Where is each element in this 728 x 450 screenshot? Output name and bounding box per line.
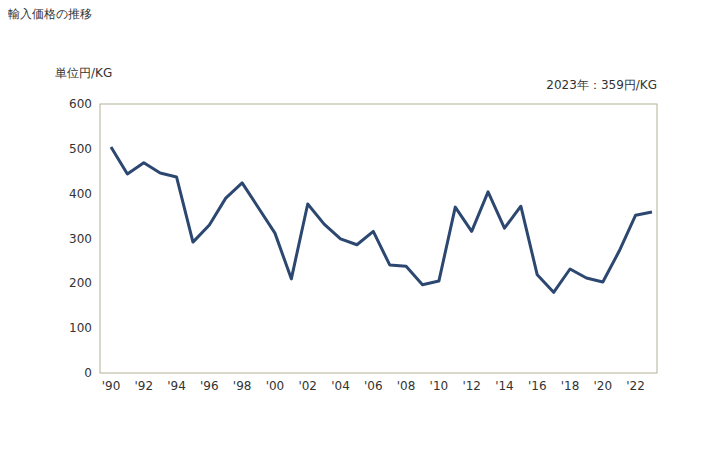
- y-tick-label: 200: [69, 276, 92, 290]
- x-tick-label: '14: [495, 379, 514, 393]
- x-tick-label: '98: [233, 379, 252, 393]
- x-tick-label: '22: [626, 379, 645, 393]
- x-tick-label: '08: [397, 379, 416, 393]
- y-axis-label: 単位円/KG: [55, 66, 112, 80]
- x-tick-label: '06: [364, 379, 383, 393]
- plot-area: [111, 147, 652, 292]
- price-line: [111, 147, 652, 292]
- x-tick-label: '20: [594, 379, 613, 393]
- plot-frame: [100, 104, 657, 373]
- x-tick-label: '18: [561, 379, 580, 393]
- y-tick-label: 300: [69, 232, 92, 246]
- x-tick-label: '90: [102, 379, 121, 393]
- y-tick-label: 400: [69, 187, 92, 201]
- x-tick-label: '92: [134, 379, 153, 393]
- title: 輸入価格の推移: [8, 7, 92, 21]
- x-tick-label: '12: [462, 379, 481, 393]
- y-tick-label: 100: [69, 321, 92, 335]
- x-tick-label: '02: [298, 379, 317, 393]
- y-tick-label: 600: [69, 97, 92, 111]
- x-tick-label: '10: [430, 379, 449, 393]
- x-tick-label: '16: [528, 379, 547, 393]
- x-tick-label: '04: [331, 379, 350, 393]
- x-tick-label: '00: [266, 379, 285, 393]
- x-tick-label: '96: [200, 379, 219, 393]
- annotation: 2023年：359円/KG: [546, 78, 657, 92]
- y-tick-label: 500: [69, 142, 92, 156]
- y-tick-label: 0: [84, 366, 92, 380]
- x-tick-label: '94: [167, 379, 186, 393]
